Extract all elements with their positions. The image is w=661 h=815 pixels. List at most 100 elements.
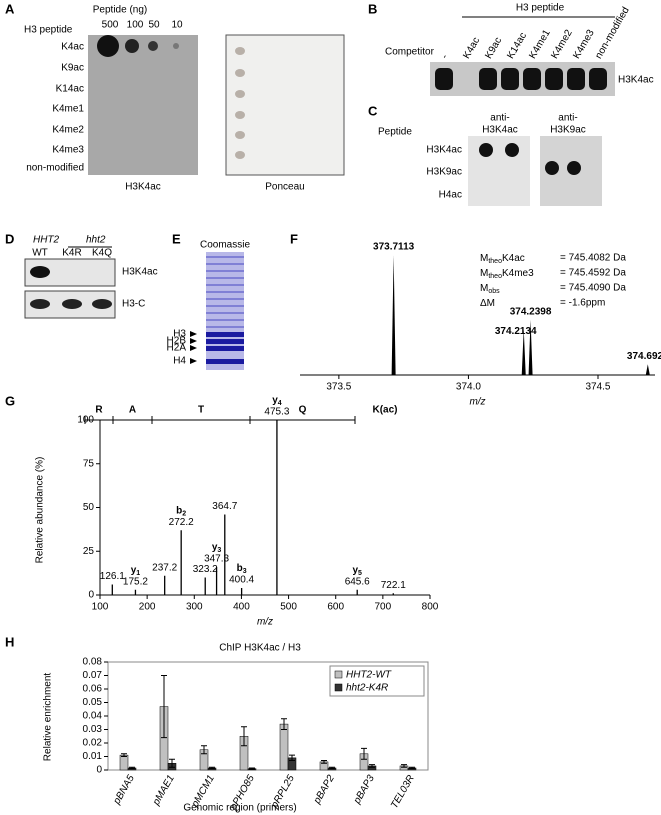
marker-label: H2B xyxy=(167,336,187,347)
row-label: K4me2 xyxy=(52,125,84,136)
band xyxy=(567,68,585,90)
ion-label: b3 xyxy=(237,563,247,575)
blot-spot xyxy=(148,41,158,51)
residue: A xyxy=(129,405,136,416)
row-label: H3K4ac xyxy=(426,145,462,156)
y-tick-label: 0.02 xyxy=(83,738,103,749)
blot-spot xyxy=(567,161,581,175)
peak-label: 374.2398 xyxy=(510,306,552,317)
ponceau-spot xyxy=(235,151,245,159)
gel-title: Coomassie xyxy=(200,240,250,251)
ion-letter: b xyxy=(176,505,182,516)
panel-label: E xyxy=(172,231,181,246)
strain: hht2 xyxy=(86,235,106,246)
gel-band xyxy=(206,326,244,328)
header: H3 peptide xyxy=(24,25,73,36)
x-tick-label: 374.5 xyxy=(585,382,610,393)
marker-label: H3 xyxy=(173,329,186,340)
bar xyxy=(279,723,289,771)
ion-label: y4 xyxy=(272,395,282,407)
gel-band xyxy=(206,298,244,300)
blot-spot xyxy=(173,43,179,49)
blot xyxy=(468,136,530,206)
ion-label: y3 xyxy=(212,542,222,554)
row-label: K4me3 xyxy=(52,145,84,156)
peak xyxy=(521,329,526,375)
y-tick-label: 0.06 xyxy=(83,684,103,695)
gel-band xyxy=(206,263,244,265)
peak-label: 323.2 xyxy=(193,564,218,575)
header: H3 peptide xyxy=(516,3,565,14)
y-tick-label: 0 xyxy=(96,765,102,776)
ponceau-spot xyxy=(235,131,245,139)
x-axis-label: m/z xyxy=(469,397,485,408)
x-tick-label: pBNA5 xyxy=(111,773,137,807)
residue: R xyxy=(95,405,103,416)
error-bar xyxy=(409,766,415,770)
gel-band xyxy=(206,291,244,293)
peak xyxy=(645,364,650,375)
peak-label: 374.6922 xyxy=(627,351,661,362)
error-bar xyxy=(289,754,295,762)
annotation-value: = -1.6ppm xyxy=(560,298,605,309)
panel-label: C xyxy=(368,103,378,118)
ion-index: 2 xyxy=(182,510,186,517)
error-bar xyxy=(361,747,367,760)
error-bar xyxy=(329,766,335,770)
y-tick-label: 0.03 xyxy=(83,724,103,735)
error-bar xyxy=(401,764,407,768)
band xyxy=(589,68,607,90)
y-tick-label: 0.01 xyxy=(83,751,103,762)
legend-label: hht2-K4R xyxy=(346,683,388,694)
antibody-label: H3K9ac xyxy=(550,125,586,136)
marker-arrow xyxy=(190,345,197,351)
error-bar xyxy=(369,764,375,768)
gel-band xyxy=(206,277,244,279)
gel xyxy=(206,252,244,370)
ion-index: 3 xyxy=(217,547,221,554)
band xyxy=(62,299,82,309)
gel-band xyxy=(206,319,244,321)
band xyxy=(501,68,519,90)
row-label: non-modified xyxy=(26,163,84,174)
error-bar xyxy=(169,758,175,768)
peak-label: 175.2 xyxy=(123,576,148,587)
gel-band xyxy=(206,256,244,258)
bar xyxy=(119,754,129,771)
gel-band xyxy=(206,346,244,351)
legend-label: HHT2-WT xyxy=(346,670,392,681)
ion-index: 1 xyxy=(136,570,140,577)
blot xyxy=(225,34,345,176)
error-bar xyxy=(209,766,215,770)
band xyxy=(545,68,563,90)
competitor-label: K4ac xyxy=(461,36,482,61)
annotation: MtheoK4ac xyxy=(480,253,525,265)
y-tick-label: 0 xyxy=(88,590,94,601)
ion-label: y5 xyxy=(352,564,362,576)
annotation-part: theo xyxy=(488,273,502,280)
band xyxy=(30,299,50,309)
antibody-label: H3K4ac xyxy=(482,125,518,136)
header: Peptide (ng) xyxy=(93,5,147,16)
lane-label: K4R xyxy=(62,248,81,259)
panel-label: D xyxy=(5,231,14,246)
blot-spot xyxy=(97,35,119,57)
band-label: H3-C xyxy=(122,299,145,310)
y-tick-label: 0.07 xyxy=(83,670,103,681)
x-tick-label: TEL03R xyxy=(389,773,417,810)
ponceau-spot xyxy=(235,90,245,98)
annotation-part: theo xyxy=(488,258,502,265)
competitor-label: - xyxy=(439,52,450,60)
x-tick-label: 500 xyxy=(280,602,297,613)
panel-label: G xyxy=(5,393,15,408)
annotation-part: M xyxy=(480,283,488,294)
panel-label: B xyxy=(368,1,377,16)
y-tick-label: 50 xyxy=(83,502,95,513)
ion-letter: b xyxy=(237,563,243,574)
gel-band xyxy=(206,359,244,364)
blot xyxy=(430,62,615,96)
blot xyxy=(88,35,198,175)
lane-label: WT xyxy=(32,248,48,259)
error-bar xyxy=(241,726,247,747)
